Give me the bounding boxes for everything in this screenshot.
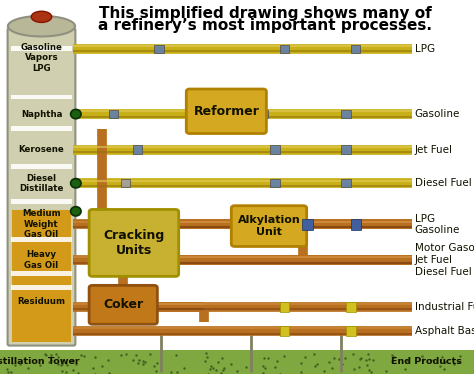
- Text: Kerosene: Kerosene: [18, 145, 64, 154]
- Ellipse shape: [71, 206, 81, 216]
- FancyBboxPatch shape: [8, 28, 75, 346]
- Bar: [346, 302, 356, 312]
- Bar: [280, 326, 289, 336]
- Text: LPG: LPG: [415, 44, 435, 53]
- Text: a refinery’s most important processes.: a refinery’s most important processes.: [99, 18, 432, 33]
- Text: Reformer: Reformer: [193, 105, 259, 118]
- Bar: [109, 110, 118, 118]
- Text: Coker: Coker: [103, 298, 143, 311]
- Text: Heavy
Gas Oil: Heavy Gas Oil: [25, 250, 58, 270]
- Text: Diesel
Distillate: Diesel Distillate: [19, 174, 64, 193]
- Bar: [341, 145, 351, 154]
- FancyBboxPatch shape: [186, 89, 266, 134]
- FancyBboxPatch shape: [89, 285, 157, 324]
- Bar: [11, 46, 72, 51]
- Ellipse shape: [31, 11, 52, 22]
- Text: This simplified drawing shows many of: This simplified drawing shows many of: [99, 6, 432, 21]
- Bar: [341, 110, 351, 118]
- Bar: [11, 199, 72, 204]
- Bar: [133, 145, 142, 154]
- Bar: [351, 45, 360, 53]
- Bar: [346, 326, 356, 336]
- Text: Gasoline: Gasoline: [415, 109, 460, 119]
- FancyBboxPatch shape: [231, 206, 307, 246]
- Bar: [12, 210, 71, 342]
- Text: Industrial Fuel: Industrial Fuel: [415, 302, 474, 312]
- Bar: [11, 271, 72, 276]
- Text: Jet Fuel: Jet Fuel: [415, 145, 453, 154]
- Bar: [280, 45, 289, 53]
- Bar: [258, 110, 268, 118]
- Bar: [11, 95, 72, 99]
- Bar: [280, 302, 289, 312]
- FancyBboxPatch shape: [89, 209, 179, 276]
- Text: LPG
Gasoline: LPG Gasoline: [415, 214, 460, 235]
- Ellipse shape: [71, 178, 81, 188]
- Text: Distillation Tower: Distillation Tower: [0, 357, 80, 367]
- Bar: [11, 164, 72, 169]
- Text: Medium
Weight
Gas Oil: Medium Weight Gas Oil: [22, 209, 61, 239]
- Bar: [11, 285, 72, 290]
- Bar: [302, 219, 313, 230]
- Bar: [351, 219, 361, 230]
- Ellipse shape: [71, 109, 81, 119]
- Text: Diesel Fuel: Diesel Fuel: [415, 178, 472, 188]
- Text: Naphtha: Naphtha: [21, 110, 62, 119]
- Text: Cracking
Units: Cracking Units: [103, 229, 164, 257]
- Bar: [121, 179, 130, 187]
- Text: Alkylation
Unit: Alkylation Unit: [237, 215, 301, 237]
- Bar: [270, 179, 280, 187]
- Bar: [11, 126, 72, 131]
- Bar: [11, 237, 72, 242]
- Bar: [0, 350, 474, 374]
- Bar: [270, 145, 280, 154]
- Text: Asphalt Base: Asphalt Base: [415, 326, 474, 336]
- Ellipse shape: [8, 16, 75, 37]
- Text: Gasoline
Vapors
LPG: Gasoline Vapors LPG: [20, 43, 63, 73]
- Text: Motor Gasoline
Jet Fuel
Diesel Fuel: Motor Gasoline Jet Fuel Diesel Fuel: [415, 243, 474, 276]
- Text: End Products: End Products: [391, 357, 462, 367]
- Text: Residuum: Residuum: [18, 297, 65, 306]
- Bar: [341, 179, 351, 187]
- Bar: [154, 45, 164, 53]
